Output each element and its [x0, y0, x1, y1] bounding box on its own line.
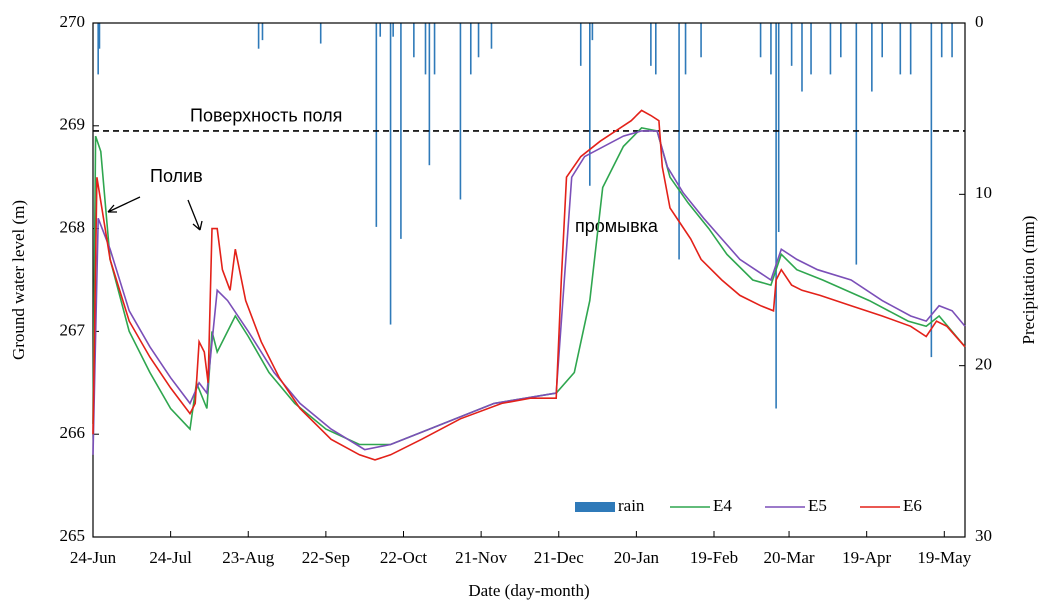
rain-bar — [855, 23, 858, 265]
y-tick-label: 269 — [60, 115, 86, 134]
arrow — [187, 199, 203, 231]
series-line — [92, 130, 966, 455]
x-tick-label: 22-Oct — [380, 548, 427, 567]
rain-bar — [400, 23, 402, 239]
series-line — [92, 109, 966, 461]
y2-axis-label: Precipitation (mm) — [1019, 216, 1038, 345]
y2-tick-label: 20 — [975, 355, 992, 374]
rain-bar — [839, 23, 842, 58]
x-tick-label: 23-Aug — [222, 548, 274, 567]
rain-bar — [899, 23, 902, 75]
rain-bar — [477, 23, 480, 58]
rain-bar — [589, 23, 591, 186]
rain-bar — [759, 23, 762, 58]
rain-bar — [261, 23, 264, 41]
rain-bar — [650, 23, 652, 66]
rain-bar — [428, 23, 431, 166]
x-tick-label: 21-Dec — [534, 548, 584, 567]
rain-bar — [678, 23, 680, 260]
rain-bar — [392, 23, 394, 37]
y2-tick-label: 0 — [975, 12, 984, 31]
y2-tick-label: 10 — [975, 183, 992, 202]
x-tick-label: 19-Feb — [690, 548, 738, 567]
legend-swatch — [575, 502, 615, 512]
rain-bar — [684, 23, 687, 75]
rain-bar — [389, 23, 392, 325]
x-tick-label: 19-May — [917, 548, 971, 567]
rain-bar — [951, 23, 953, 58]
rain-bar — [591, 23, 594, 41]
x-tick-label: 24-Jun — [70, 548, 117, 567]
legend-label: rain — [618, 496, 645, 515]
rain-bar — [459, 23, 462, 200]
rain-bar — [700, 23, 702, 58]
rain-bar — [413, 23, 415, 58]
y-tick-label: 268 — [60, 218, 86, 237]
x-tick-label: 20-Jan — [614, 548, 660, 567]
legend-label: E6 — [903, 496, 922, 515]
rain-bar — [777, 23, 780, 233]
annotation: Полив — [150, 166, 203, 186]
rain-bar — [579, 23, 582, 66]
rain-bar — [829, 23, 832, 75]
y-tick-label: 267 — [60, 320, 86, 339]
rain-bar — [909, 23, 912, 75]
rain-bar — [469, 23, 472, 75]
annotation-arrows — [107, 196, 203, 231]
rain-bar — [379, 23, 382, 37]
rain-bar — [871, 23, 873, 92]
rain-bar — [433, 23, 436, 75]
plot-frame — [92, 22, 966, 538]
y2-tick-label: 30 — [975, 526, 992, 545]
rain-bar — [424, 23, 427, 75]
rain-bar — [930, 23, 933, 358]
x-tick-label: 19-Apr — [842, 548, 891, 567]
rain-bar — [257, 23, 260, 49]
legend-label: E4 — [713, 496, 732, 515]
y-tick-label: 270 — [60, 12, 86, 31]
rain-bar — [97, 23, 99, 75]
arrow — [107, 196, 141, 213]
rain-bar — [375, 23, 378, 227]
rain-bar — [770, 23, 772, 75]
y-tick-label: 266 — [60, 423, 86, 442]
rain-bar — [881, 23, 883, 58]
rain-bar — [810, 23, 812, 75]
y-axis-label: Ground water level (m) — [9, 200, 28, 360]
rain-bar — [490, 23, 493, 49]
rain-bar — [940, 23, 943, 58]
rain-bar — [775, 23, 777, 409]
rain-bar — [790, 23, 793, 66]
x-tick-label: 24-Jul — [149, 548, 192, 567]
legend-label: E5 — [808, 496, 827, 515]
x-axis-label: Date (day-month) — [468, 581, 589, 600]
rain-bar — [98, 23, 101, 49]
y-tick-label: 265 — [60, 526, 86, 545]
annotation: промывка — [575, 216, 659, 236]
x-tick-label: 20-Mar — [764, 548, 815, 567]
rain-bar — [801, 23, 803, 92]
x-tick-label: 22-Sep — [302, 548, 350, 567]
rain-bar — [319, 23, 322, 44]
reference-label: Поверхность поля — [190, 106, 342, 126]
rain-bar — [654, 23, 657, 75]
x-tick-label: 21-Nov — [455, 548, 507, 567]
